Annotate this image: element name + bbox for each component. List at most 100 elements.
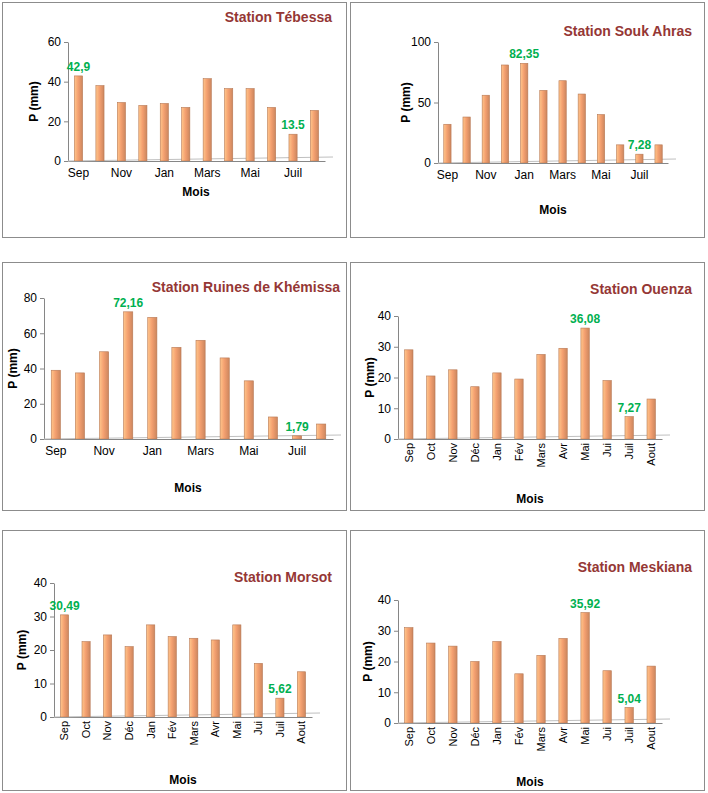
y-axis-line <box>398 317 399 440</box>
y-tick-mark <box>50 617 54 618</box>
y-tick-label: 60 <box>24 327 38 341</box>
x-axis: SepOctNovDécJanFévMarsAvrMaiJuiJuilAout <box>55 718 313 746</box>
y-axis-line <box>44 299 45 440</box>
y-tick-mark <box>40 298 44 299</box>
bar <box>268 107 276 161</box>
data-label: 1,79 <box>285 420 309 434</box>
y-tick-label: 40 <box>378 593 392 607</box>
x-tick: Jan <box>515 168 534 182</box>
bars <box>74 76 318 161</box>
bar <box>521 63 528 163</box>
y-tick-mark <box>394 631 398 632</box>
y-tick-label: 0 <box>424 156 431 170</box>
y-axis: 010203040 <box>378 309 399 446</box>
y-tick: 0 <box>384 716 398 730</box>
x-tick-label: Juil <box>274 721 286 738</box>
x-tick: Oct <box>425 727 437 744</box>
x-tick-label: Jan <box>515 168 534 182</box>
x-tick-label: Jan <box>145 721 157 739</box>
x-tick: Mars <box>194 166 221 180</box>
x-tick: Déc <box>469 443 481 463</box>
y-tick-mark <box>64 42 68 43</box>
bar <box>444 124 451 163</box>
bar <box>625 708 633 723</box>
y-tick: 60 <box>48 35 68 49</box>
x-tick: Jan <box>155 166 174 180</box>
x-tick-label: Avr <box>557 727 569 744</box>
panel-frame <box>3 3 347 238</box>
chart-title: Station Souk Ahras <box>563 23 692 39</box>
bar <box>603 381 611 439</box>
x-tick-label: Déc <box>469 443 481 463</box>
y-tick-label: 10 <box>378 686 392 700</box>
data-label: 72,16 <box>113 296 143 310</box>
bar <box>655 145 662 163</box>
x-tick: Jui <box>601 443 613 457</box>
panel-frame <box>351 263 705 511</box>
y-axis-title: P (mm) <box>399 82 413 122</box>
bar <box>647 399 655 439</box>
y-tick-mark <box>394 408 398 409</box>
x-tick-label: Mars <box>535 443 547 468</box>
x-tick-label: Avr <box>557 443 569 460</box>
y-tick-label: 20 <box>48 115 62 129</box>
bar <box>117 102 125 161</box>
x-tick: Fév <box>513 443 525 462</box>
x-tick-label: Nov <box>475 168 496 182</box>
bar <box>647 666 655 723</box>
bar <box>196 340 205 439</box>
y-tick-label: 100 <box>411 35 431 49</box>
y-tick-mark <box>40 369 44 370</box>
y-tick-label: 80 <box>24 291 38 305</box>
x-tick-label: Mars <box>188 721 200 746</box>
x-tick-label: Nov <box>447 443 459 463</box>
y-axis: 0204060 <box>48 35 69 168</box>
x-tick: Mai <box>579 727 591 745</box>
x-tick: Juil <box>623 443 635 460</box>
x-tick: Mars <box>535 443 547 468</box>
data-label: 35,92 <box>570 597 600 611</box>
y-tick-label: 30 <box>378 624 392 638</box>
bar <box>289 134 297 161</box>
bar <box>559 81 566 163</box>
bar <box>427 643 435 723</box>
x-tick-label: Fév <box>166 721 178 740</box>
x-tick: Nov <box>475 168 496 182</box>
x-tick-label: Juil <box>623 443 635 460</box>
y-tick-mark <box>394 347 398 348</box>
y-tick-label: 0 <box>384 716 391 730</box>
x-tick: Mars <box>187 444 214 458</box>
bar <box>82 642 90 717</box>
chart-panel: 020406080SepNovJanMarsMaiJuil72,161,79St… <box>3 263 347 511</box>
x-tick: Nov <box>447 727 459 747</box>
x-tick: Jan <box>145 721 157 739</box>
x-tick-label: Juil <box>623 727 635 744</box>
x-tick-label: Jan <box>491 727 503 745</box>
x-tick-label: Nov <box>101 721 113 741</box>
y-axis: 020406080 <box>24 291 45 446</box>
x-tick-label: Avr <box>209 721 221 738</box>
y-tick-mark <box>64 121 68 122</box>
x-tick: Juil <box>274 721 286 738</box>
bar <box>559 348 567 439</box>
x-tick: Mai <box>591 168 610 182</box>
bar <box>597 115 604 163</box>
y-tick-mark <box>394 662 398 663</box>
x-axis: SepOctNovDécJanFévMarsAvrMaiJuiJuilAout <box>399 440 663 468</box>
data-label: 7,27 <box>617 401 641 415</box>
x-axis-line <box>399 723 663 724</box>
y-axis-line <box>438 43 439 164</box>
y-tick-label: 40 <box>48 75 62 89</box>
x-axis-line <box>45 439 334 440</box>
y-axis: 010203040 <box>378 593 399 730</box>
x-tick: Mars <box>535 727 547 752</box>
bar <box>578 94 585 163</box>
data-label: 7,28 <box>628 138 652 152</box>
y-axis: 050100 <box>411 35 439 170</box>
bar <box>625 417 633 439</box>
y-tick-mark <box>50 650 54 651</box>
bar <box>515 674 523 723</box>
bar <box>244 381 253 439</box>
bar <box>405 350 413 439</box>
bar <box>501 65 508 163</box>
